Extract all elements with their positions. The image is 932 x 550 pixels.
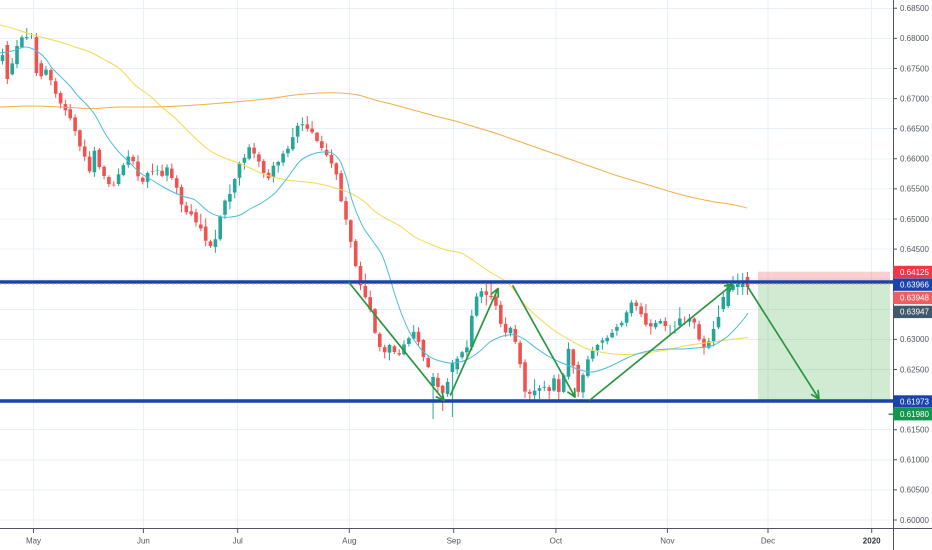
svg-text:0.62500: 0.62500 bbox=[900, 365, 929, 374]
svg-text:0.63947: 0.63947 bbox=[900, 308, 929, 317]
svg-text:Jun: Jun bbox=[137, 537, 150, 546]
svg-text:May: May bbox=[26, 537, 41, 546]
svg-text:0.64500: 0.64500 bbox=[900, 245, 929, 254]
svg-text:Dec: Dec bbox=[761, 537, 775, 546]
svg-text:0.61973: 0.61973 bbox=[900, 397, 929, 406]
svg-text:0.66500: 0.66500 bbox=[900, 125, 929, 134]
svg-text:0.63966: 0.63966 bbox=[900, 280, 929, 289]
svg-text:0.60500: 0.60500 bbox=[900, 486, 929, 495]
svg-text:0.67500: 0.67500 bbox=[900, 64, 929, 73]
svg-text:0.61500: 0.61500 bbox=[900, 426, 929, 435]
svg-text:Sep: Sep bbox=[447, 537, 462, 546]
svg-text:Jul: Jul bbox=[233, 537, 243, 546]
svg-text:0.61000: 0.61000 bbox=[900, 456, 929, 465]
svg-text:Aug: Aug bbox=[342, 537, 356, 546]
svg-text:0.65500: 0.65500 bbox=[900, 185, 929, 194]
svg-text:0.66000: 0.66000 bbox=[900, 155, 929, 164]
svg-text:Oct: Oct bbox=[550, 537, 563, 546]
svg-text:0.60000: 0.60000 bbox=[900, 516, 929, 525]
svg-text:0.67000: 0.67000 bbox=[900, 94, 929, 103]
svg-text:2020: 2020 bbox=[863, 537, 881, 546]
svg-text:Nov: Nov bbox=[660, 537, 674, 546]
svg-text:0.63000: 0.63000 bbox=[900, 335, 929, 344]
svg-text:0.63948: 0.63948 bbox=[900, 294, 929, 303]
svg-text:0.61980: 0.61980 bbox=[900, 410, 929, 419]
svg-text:0.64125: 0.64125 bbox=[900, 268, 929, 277]
svg-text:0.68000: 0.68000 bbox=[900, 34, 929, 43]
svg-text:0.68500: 0.68500 bbox=[900, 4, 929, 13]
svg-text:0.65000: 0.65000 bbox=[900, 215, 929, 224]
